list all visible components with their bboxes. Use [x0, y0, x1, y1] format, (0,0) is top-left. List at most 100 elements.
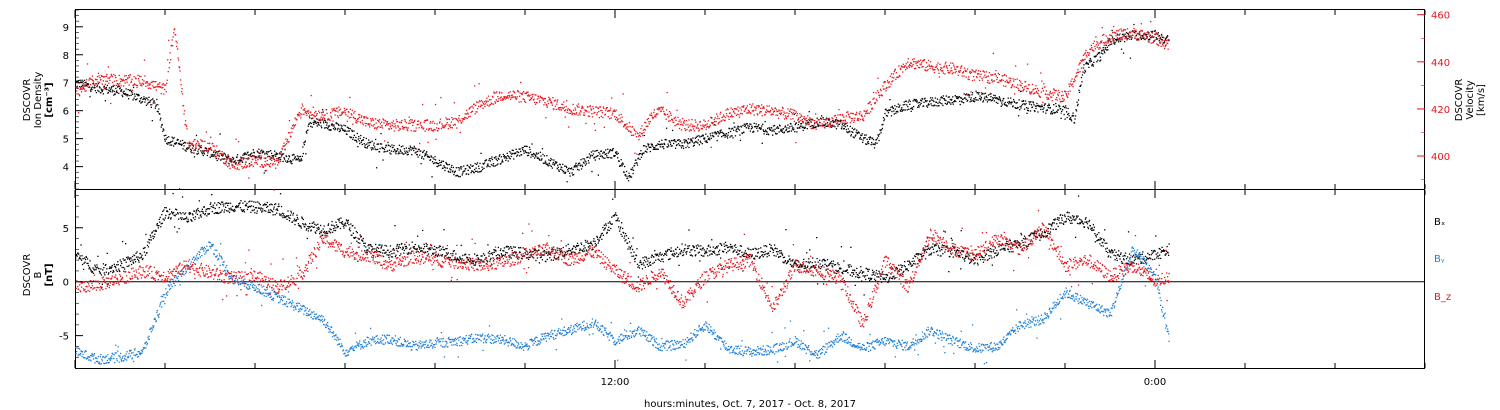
velocity-point — [616, 119, 618, 122]
velocity-point — [676, 109, 678, 111]
density-point — [403, 148, 405, 150]
velocity-point — [134, 84, 136, 86]
velocity-point — [198, 148, 200, 150]
velocity-point — [93, 83, 95, 85]
velocity-point — [509, 96, 511, 98]
density-point — [764, 130, 766, 133]
velocity-point — [471, 111, 473, 113]
density-point — [1106, 49, 1108, 51]
velocity-point — [432, 120, 434, 122]
velocity-point — [464, 116, 466, 119]
density-point — [967, 99, 969, 102]
velocity-point — [427, 129, 430, 131]
velocity-point — [455, 117, 457, 120]
density-point — [1005, 104, 1007, 106]
velocity-point — [405, 122, 407, 124]
density-point — [225, 155, 227, 157]
density-point — [115, 91, 117, 93]
bx-point — [102, 269, 104, 271]
velocity-point — [389, 122, 391, 124]
velocity-point — [182, 104, 185, 107]
density-point — [910, 110, 912, 112]
velocity-point — [1084, 58, 1086, 60]
velocity-point — [558, 107, 560, 109]
density-point — [1161, 33, 1163, 36]
velocity-point — [1028, 91, 1031, 93]
velocity-point — [157, 86, 159, 88]
velocity-point — [135, 84, 138, 86]
density-point — [193, 152, 195, 154]
density-point — [587, 156, 589, 158]
velocity-point — [839, 114, 842, 116]
density-point — [407, 153, 409, 156]
velocity-point — [196, 144, 198, 146]
velocity-point — [775, 114, 777, 116]
velocity-point — [760, 111, 762, 113]
density-point — [422, 151, 424, 153]
density-point — [273, 158, 275, 161]
bx-point — [117, 261, 119, 263]
velocity-point — [1074, 76, 1077, 78]
velocity-point — [265, 165, 267, 167]
density-point — [431, 176, 433, 178]
velocity-point — [91, 79, 93, 81]
density-point — [261, 149, 263, 151]
velocity-point — [575, 113, 577, 115]
velocity-point — [1168, 39, 1170, 42]
bx-point — [202, 211, 204, 213]
density-point — [1125, 31, 1128, 34]
bx-point — [258, 202, 260, 204]
velocity-point — [477, 105, 480, 107]
density-point — [314, 121, 316, 124]
bx-point — [140, 256, 143, 258]
velocity-point — [110, 102, 112, 105]
velocity-point — [371, 124, 373, 126]
density-point — [855, 131, 857, 133]
velocity-point — [574, 113, 576, 115]
bx-point — [218, 207, 220, 209]
velocity-point — [327, 118, 329, 120]
density-point — [881, 124, 883, 126]
bx-point — [104, 274, 106, 276]
velocity-point — [669, 120, 671, 122]
velocity-point — [939, 68, 942, 71]
velocity-point — [413, 121, 415, 123]
density-point — [1080, 84, 1082, 86]
velocity-point — [773, 110, 776, 112]
density-point — [1029, 110, 1032, 112]
density-point — [462, 170, 464, 173]
density-point — [836, 120, 839, 122]
density-point — [149, 101, 151, 103]
velocity-point — [216, 145, 218, 147]
velocity-point — [1151, 35, 1153, 37]
velocity-point — [651, 116, 653, 118]
density-point — [567, 170, 569, 172]
velocity-point — [1057, 93, 1059, 95]
velocity-point — [485, 101, 488, 103]
velocity-point — [216, 154, 218, 156]
density-point — [336, 129, 339, 131]
density-point — [310, 122, 312, 125]
bx-point — [103, 272, 105, 274]
density-point — [303, 144, 305, 146]
velocity-point — [795, 142, 797, 144]
density-point — [931, 104, 933, 107]
density-point — [616, 153, 618, 155]
velocity-point — [744, 110, 746, 112]
velocity-point — [173, 32, 175, 34]
density-point — [351, 129, 353, 131]
density-point — [889, 99, 891, 101]
velocity-point — [1097, 42, 1099, 44]
velocity-point — [512, 90, 514, 92]
velocity-point — [339, 114, 341, 117]
velocity-point — [180, 84, 182, 86]
density-point — [1008, 103, 1010, 105]
velocity-point — [863, 110, 865, 112]
velocity-point — [536, 98, 539, 100]
bx-point — [210, 202, 212, 204]
velocity-point — [514, 92, 516, 94]
bx-point — [213, 206, 215, 209]
velocity-point — [487, 95, 490, 97]
velocity-point — [549, 99, 551, 101]
bx-point — [274, 203, 276, 206]
